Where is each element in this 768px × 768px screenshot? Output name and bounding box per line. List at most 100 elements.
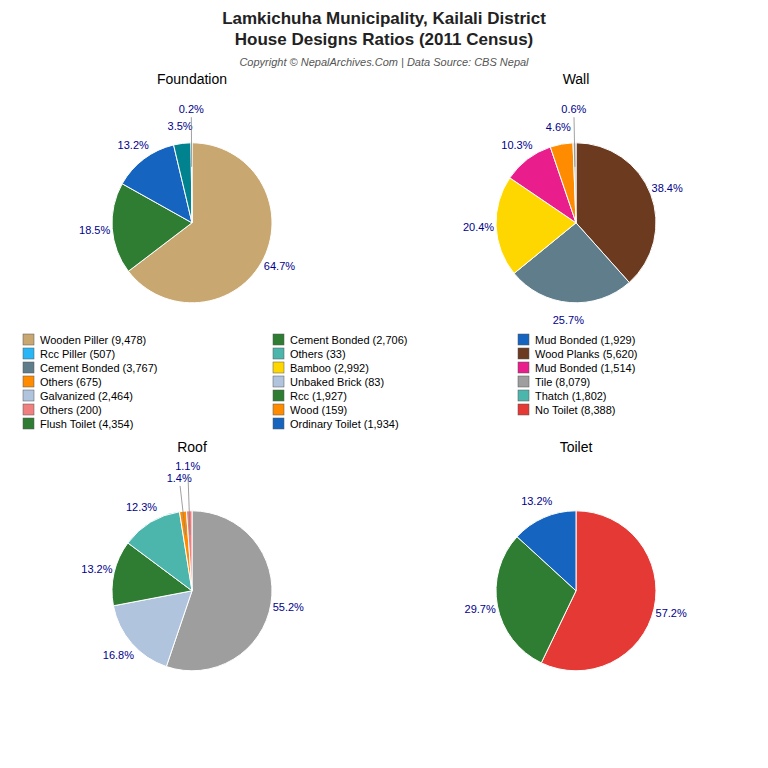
data-labels: 38.4%25.7%20.4%10.3%4.6%0.6% xyxy=(463,103,683,326)
pie-title: Foundation xyxy=(157,71,227,87)
legend-swatch xyxy=(23,390,34,401)
legend-item: Rcc (1,927) xyxy=(273,390,347,402)
legend-swatch xyxy=(518,334,529,345)
data-label: 13.2% xyxy=(521,495,552,507)
data-label: 0.2% xyxy=(179,103,204,115)
legend-label: Wood (159) xyxy=(290,404,347,416)
legend-swatch xyxy=(23,348,34,359)
legend-swatch xyxy=(273,418,284,429)
legend-item: Cement Bonded (2,706) xyxy=(273,334,407,346)
legend-label: Thatch (1,802) xyxy=(535,390,607,402)
pie-panel: Foundation64.7%18.5%13.2%3.5%0.2% xyxy=(79,71,295,303)
legend-swatch xyxy=(23,376,34,387)
pie-slice xyxy=(128,512,192,591)
legend-label: Others (33) xyxy=(290,348,346,360)
legend-swatch xyxy=(518,376,529,387)
data-label: 4.6% xyxy=(546,121,571,133)
legend-swatch xyxy=(23,404,34,415)
legend-item: Wooden Piller (9,478) xyxy=(23,334,146,346)
legend-label: Ordinary Toilet (1,934) xyxy=(290,418,399,430)
legend-label: Cement Bonded (2,706) xyxy=(290,334,407,346)
data-label: 16.8% xyxy=(103,649,134,661)
leader-line xyxy=(191,117,192,167)
title: House Designs Ratios (2011 Census) xyxy=(235,30,534,49)
data-label: 38.4% xyxy=(652,182,683,194)
data-label: 55.2% xyxy=(273,601,304,613)
legend-item: Tile (8,079) xyxy=(518,376,590,388)
data-label: 13.2% xyxy=(81,563,112,575)
legend-label: Rcc Piller (507) xyxy=(40,348,115,360)
legend-label: Bamboo (2,992) xyxy=(290,362,369,374)
legend-item: Cement Bonded (3,767) xyxy=(23,362,157,374)
legend-label: Tile (8,079) xyxy=(535,376,590,388)
legend-label: Others (200) xyxy=(40,404,102,416)
legend-label: Wooden Piller (9,478) xyxy=(40,334,146,346)
legend-item: Flush Toilet (4,354) xyxy=(23,418,133,430)
legend-item: Mud Bonded (1,514) xyxy=(518,362,635,374)
legend-item: Wood Planks (5,620) xyxy=(518,348,638,360)
legend-label: Mud Bonded (1,514) xyxy=(535,362,635,374)
legend-label: Others (675) xyxy=(40,376,102,388)
pie-panel: Toilet57.2%29.7%13.2% xyxy=(465,439,687,671)
legend-label: Wood Planks (5,620) xyxy=(535,348,638,360)
pie-slice xyxy=(517,511,576,591)
pie xyxy=(112,143,272,303)
titles: Lamkichuha Municipality, Kailali Distric… xyxy=(222,9,546,68)
data-label: 57.2% xyxy=(656,607,687,619)
legend-label: Rcc (1,927) xyxy=(290,390,347,402)
pie-slice xyxy=(179,511,192,591)
legend-swatch xyxy=(518,348,529,359)
pie xyxy=(496,511,656,671)
legend-item: Mud Bonded (1,929) xyxy=(518,334,635,346)
chart: Lamkichuha Municipality, Kailali Distric… xyxy=(0,0,768,768)
pie-slice xyxy=(186,511,192,591)
legend-swatch xyxy=(273,362,284,373)
legend: Wooden Piller (9,478) Rcc Piller (507) Cem… xyxy=(23,334,638,430)
legend-item: Others (200) xyxy=(23,404,102,416)
legend-swatch xyxy=(273,376,284,387)
legend-swatch xyxy=(23,362,34,373)
legend-item: Bamboo (2,992) xyxy=(273,362,369,374)
data-label: 1.1% xyxy=(175,460,200,472)
leader-line xyxy=(574,117,576,167)
legend-label: Galvanized (2,464) xyxy=(40,390,133,402)
legend-swatch xyxy=(518,404,529,415)
data-label: 3.5% xyxy=(168,120,193,132)
data-labels: 64.7%18.5%13.2%3.5%0.2% xyxy=(79,103,295,272)
legend-item: No Toilet (8,388) xyxy=(518,404,616,416)
pie xyxy=(496,143,656,303)
data-label: 25.7% xyxy=(553,314,584,326)
legend-label: Flush Toilet (4,354) xyxy=(40,418,133,430)
legend-swatch xyxy=(23,334,34,345)
data-labels: 55.2%16.8%13.2%12.3%1.4%1.1% xyxy=(81,460,304,661)
legend-item: Rcc Piller (507) xyxy=(23,348,115,360)
legend-swatch xyxy=(273,348,284,359)
title: Lamkichuha Municipality, Kailali Distric… xyxy=(222,9,546,28)
legend-label: Cement Bonded (3,767) xyxy=(40,362,157,374)
legend-item: Others (33) xyxy=(273,348,346,360)
legend-label: No Toilet (8,388) xyxy=(535,404,616,416)
legend-item: Others (675) xyxy=(23,376,102,388)
legend-swatch xyxy=(273,334,284,345)
pie-panel: Wall38.4%25.7%20.4%10.3%4.6%0.6% xyxy=(463,71,683,326)
legend-item: Thatch (1,802) xyxy=(518,390,607,402)
legend-item: Unbaked Brick (83) xyxy=(273,376,384,388)
legend-swatch xyxy=(518,362,529,373)
pie-title: Wall xyxy=(563,71,590,87)
pie-slice xyxy=(174,143,192,223)
data-label: 12.3% xyxy=(126,501,157,513)
data-label: 10.3% xyxy=(501,139,532,151)
pie-panel: Roof55.2%16.8%13.2%12.3%1.4%1.1% xyxy=(81,439,304,671)
data-label: 0.6% xyxy=(561,103,586,115)
legend-item: Galvanized (2,464) xyxy=(23,390,133,402)
legend-item: Ordinary Toilet (1,934) xyxy=(273,418,399,430)
legend-swatch xyxy=(273,390,284,401)
legend-item: Wood (159) xyxy=(273,404,347,416)
data-label: 13.2% xyxy=(118,139,149,151)
legend-label: Unbaked Brick (83) xyxy=(290,376,384,388)
pie-title: Roof xyxy=(177,439,207,455)
legend-swatch xyxy=(273,404,284,415)
legend-label: Mud Bonded (1,929) xyxy=(535,334,635,346)
data-label: 18.5% xyxy=(79,224,110,236)
legend-swatch xyxy=(23,418,34,429)
